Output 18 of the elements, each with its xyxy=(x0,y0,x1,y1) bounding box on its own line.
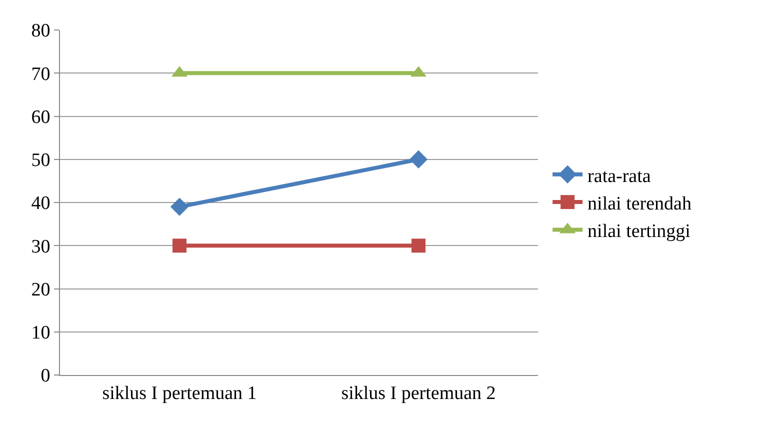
y-tick-label: 20 xyxy=(31,279,50,300)
y-tick-label: 60 xyxy=(31,106,50,128)
y-tick-label: 0 xyxy=(40,366,50,387)
y-tick-label: 50 xyxy=(31,150,50,172)
y-tick-label: 40 xyxy=(31,193,50,214)
legend-label: nilai terendah xyxy=(588,193,692,214)
point xyxy=(170,198,189,216)
y-tick-label: 70 xyxy=(31,64,50,85)
y-tick-label: 80 xyxy=(31,20,50,42)
legend-label: rata-rata xyxy=(588,166,652,187)
x-tick-label: siklus I pertemuan 1 xyxy=(102,382,257,404)
point xyxy=(172,238,186,253)
point xyxy=(412,238,426,253)
point xyxy=(409,150,428,168)
y-tick-label: 30 xyxy=(31,236,50,258)
x-tick-label: siklus I pertemuan 2 xyxy=(341,382,496,404)
y-tick-label: 10 xyxy=(31,322,50,344)
legend-label: nilai tertinggi xyxy=(588,221,690,242)
